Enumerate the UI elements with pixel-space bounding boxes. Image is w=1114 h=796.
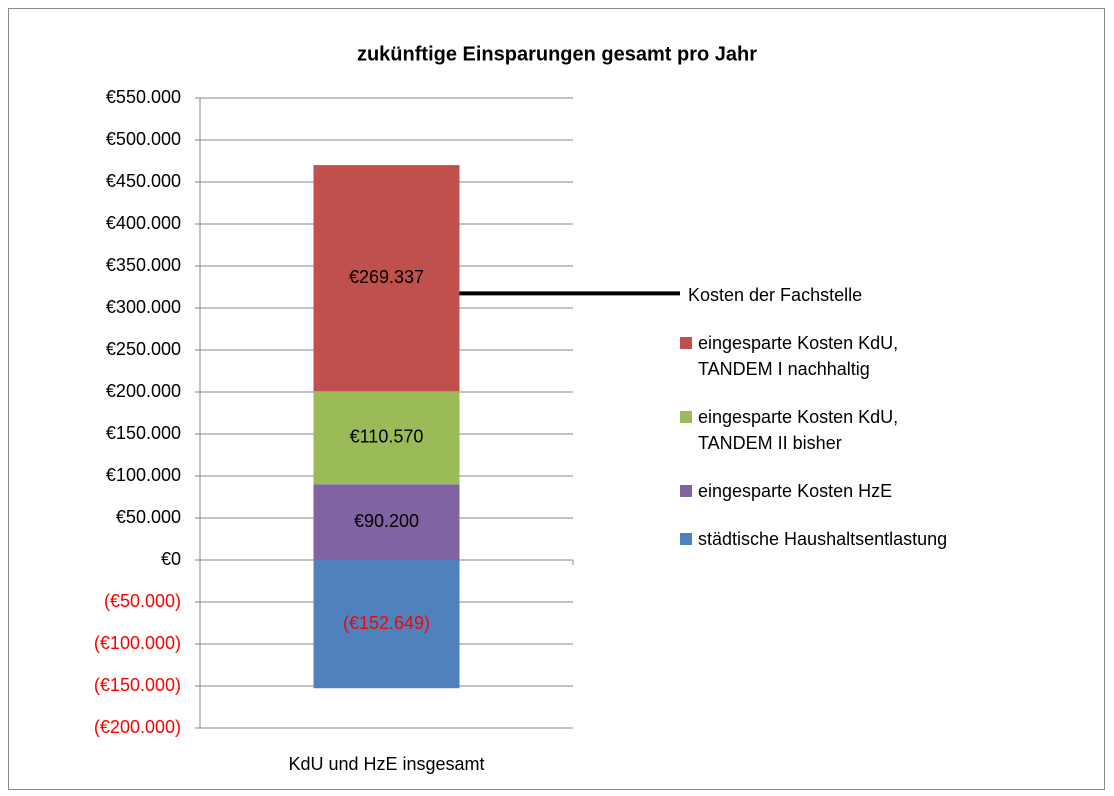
legend-item: eingesparte Kosten KdU, TANDEM I nachhal… [680,330,950,382]
y-tick-label: €250.000 [106,339,181,359]
y-tick-label: €150.000 [106,423,181,443]
legend-label: eingesparte Kosten KdU, TANDEM I nachhal… [698,333,899,379]
legend-item: Kosten der Fachstelle [680,282,950,308]
y-tick-label: (€50.000) [104,591,181,611]
y-tick-label: (€200.000) [94,717,181,737]
y-tick-label: €550.000 [106,87,181,107]
legend-swatch [680,337,692,349]
bar-segment [313,484,460,560]
bar-segment [313,165,460,392]
legend-label: eingesparte Kosten HzE [698,481,893,501]
legend-swatch [680,533,692,545]
y-tick-label: €100.000 [106,465,181,485]
legend-label: städtische Haushaltsentlastung [698,529,948,549]
legend: Kosten der Fachstelle eingesparte Kosten … [680,282,950,574]
y-tick-label: €300.000 [106,297,181,317]
data-label: €90.200 [354,511,419,531]
y-tick-label: €0 [161,549,181,569]
y-tick-label: (€100.000) [94,633,181,653]
legend-item: städtische Haushaltsentlastung [680,526,950,552]
y-tick-label: €500.000 [106,129,181,149]
y-tick-label: €450.000 [106,171,181,191]
data-label: €269.337 [349,267,424,287]
y-tick-label: €50.000 [116,507,181,527]
legend-item: eingesparte Kosten HzE [680,478,950,504]
data-label: (€152.649) [343,613,430,633]
legend-label: Kosten der Fachstelle [688,285,863,305]
bar-segment [313,391,460,485]
legend-label: eingesparte Kosten KdU, TANDEM II bisher [698,407,899,453]
y-tick-label: €400.000 [106,213,181,233]
legend-swatch [680,485,692,497]
y-tick-label: €350.000 [106,255,181,275]
x-tick-label: KdU und HzE insgesamt [288,754,484,774]
data-label: €110.570 [350,427,424,447]
y-tick-label: €200.000 [106,381,181,401]
chart-frame [8,8,1105,790]
bar-segment [313,560,460,689]
chart-title: zukünftige Einsparungen gesamt pro Jahr [357,43,757,65]
y-tick-label: (€150.000) [94,675,181,695]
legend-swatch [680,411,692,423]
legend-item: eingesparte Kosten KdU, TANDEM II bisher [680,404,950,456]
